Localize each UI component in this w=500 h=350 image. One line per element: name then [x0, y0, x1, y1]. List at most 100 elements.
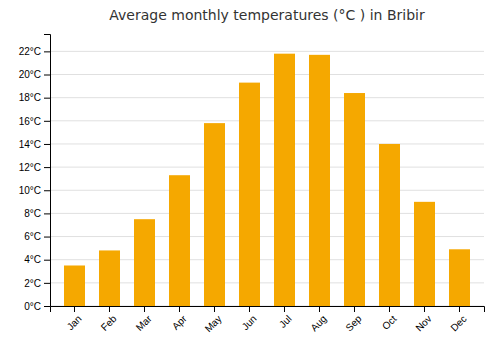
tick-mark [144, 306, 145, 312]
bar [379, 144, 400, 306]
tick: Jul [277, 306, 294, 330]
tick-label: Jun [240, 313, 259, 332]
tick-label: Nov [413, 313, 433, 333]
bar [99, 250, 120, 306]
grid-line [50, 120, 484, 121]
tick-mark [109, 306, 110, 312]
chart: 0°C 2°C 4°C 6°C 8°C 10°C 12°C 14°C 16°C 18°C 20°C 2… [0, 0, 500, 350]
bar [274, 54, 295, 306]
grid-line [50, 190, 484, 191]
title: Average monthly temperatures (°C ) in Br… [109, 7, 425, 23]
tick: 0°C [24, 301, 50, 312]
tick-mark [44, 213, 50, 214]
tick-label: Mar [134, 313, 154, 333]
tick: 2°C [24, 278, 50, 289]
tick-mark [389, 306, 390, 312]
tick-mark [44, 167, 50, 168]
tick-label: 8°C [24, 208, 41, 219]
tick: Sep [343, 306, 364, 333]
tick-mark [249, 306, 250, 312]
tick-mark [354, 306, 355, 312]
tick-label: Feb [99, 313, 119, 333]
tick: Jan [65, 306, 84, 332]
tick-label: Jul [277, 313, 294, 330]
tick-mark [44, 98, 50, 99]
tick-mark [44, 75, 50, 76]
tick: 20°C [19, 69, 50, 80]
bar [64, 265, 85, 306]
tick: 6°C [24, 231, 50, 242]
grid [50, 51, 484, 306]
tick-mark [424, 306, 425, 312]
bar [169, 175, 190, 306]
tick: May [203, 306, 224, 334]
bar [204, 123, 225, 306]
tick: 18°C [19, 92, 50, 103]
bar [309, 55, 330, 306]
tick: Jun [240, 306, 259, 332]
bar [414, 202, 435, 306]
tick: 14°C [19, 139, 50, 150]
tick-label: 22°C [19, 46, 41, 57]
plot: 0°C 2°C 4°C 6°C 8°C 10°C 12°C 14°C 16°C 18°C 20°C 2… [19, 35, 485, 335]
tick-label: May [203, 313, 224, 334]
tick-label: 2°C [24, 278, 41, 289]
bar [344, 93, 365, 306]
tick-mark [44, 260, 50, 261]
tick: Aug [308, 306, 328, 333]
y-axis: 0°C 2°C 4°C 6°C 8°C 10°C 12°C 14°C 16°C 18°C 20°C 2… [19, 35, 51, 312]
tick-label: 0°C [24, 301, 41, 312]
grid-line [50, 143, 484, 144]
tick-label: Oct [380, 313, 399, 332]
tick: Nov [413, 306, 433, 333]
tick-label: Jan [65, 313, 84, 332]
tick-mark [179, 306, 180, 312]
tick: Dec [448, 306, 468, 333]
bar [134, 219, 155, 306]
tick-label: 6°C [24, 231, 41, 242]
tick-mark [74, 306, 75, 312]
tick: Mar [134, 306, 154, 333]
tick: 16°C [19, 116, 50, 127]
tick-mark [44, 144, 50, 145]
tick: 4°C [24, 254, 50, 265]
tick-label: 20°C [19, 69, 41, 80]
tick-mark [214, 306, 215, 312]
tick-mark [284, 306, 285, 312]
tick-mark [44, 283, 50, 284]
tick-label: Apr [170, 313, 189, 332]
tick-label: 18°C [19, 92, 41, 103]
tick-label: 4°C [24, 254, 41, 265]
x-axis: Jan Feb Mar Apr May Jun Jul Aug Sep Oct Nov Dec [51, 306, 485, 334]
tick: 8°C [24, 208, 50, 219]
grid-line [50, 167, 484, 168]
tick-label: Dec [448, 313, 468, 333]
grid-line [50, 51, 484, 52]
tick-mark [44, 51, 50, 52]
tick-label: Aug [308, 313, 328, 333]
grid-line [50, 74, 484, 75]
tick-mark [44, 306, 50, 307]
bar [239, 83, 260, 306]
tick-label: 16°C [19, 116, 41, 127]
tick: 12°C [19, 162, 50, 173]
tick: 22°C [19, 46, 50, 57]
tick: 10°C [19, 185, 50, 196]
tick-mark [319, 306, 320, 312]
axis-line [44, 35, 51, 307]
tick-label: 12°C [19, 162, 41, 173]
tick: Feb [99, 306, 119, 333]
tick-mark [44, 121, 50, 122]
axis-line [51, 307, 485, 313]
tick-label: Sep [343, 313, 364, 334]
tick: Apr [170, 306, 189, 332]
tick-label: 10°C [19, 185, 41, 196]
bar [449, 249, 470, 306]
grid-line [50, 97, 484, 98]
tick: Oct [380, 306, 399, 332]
tick-label: 14°C [19, 139, 41, 150]
bars [64, 54, 470, 306]
tick-mark [459, 306, 460, 312]
tick-mark [44, 190, 50, 191]
tick-mark [44, 237, 50, 238]
